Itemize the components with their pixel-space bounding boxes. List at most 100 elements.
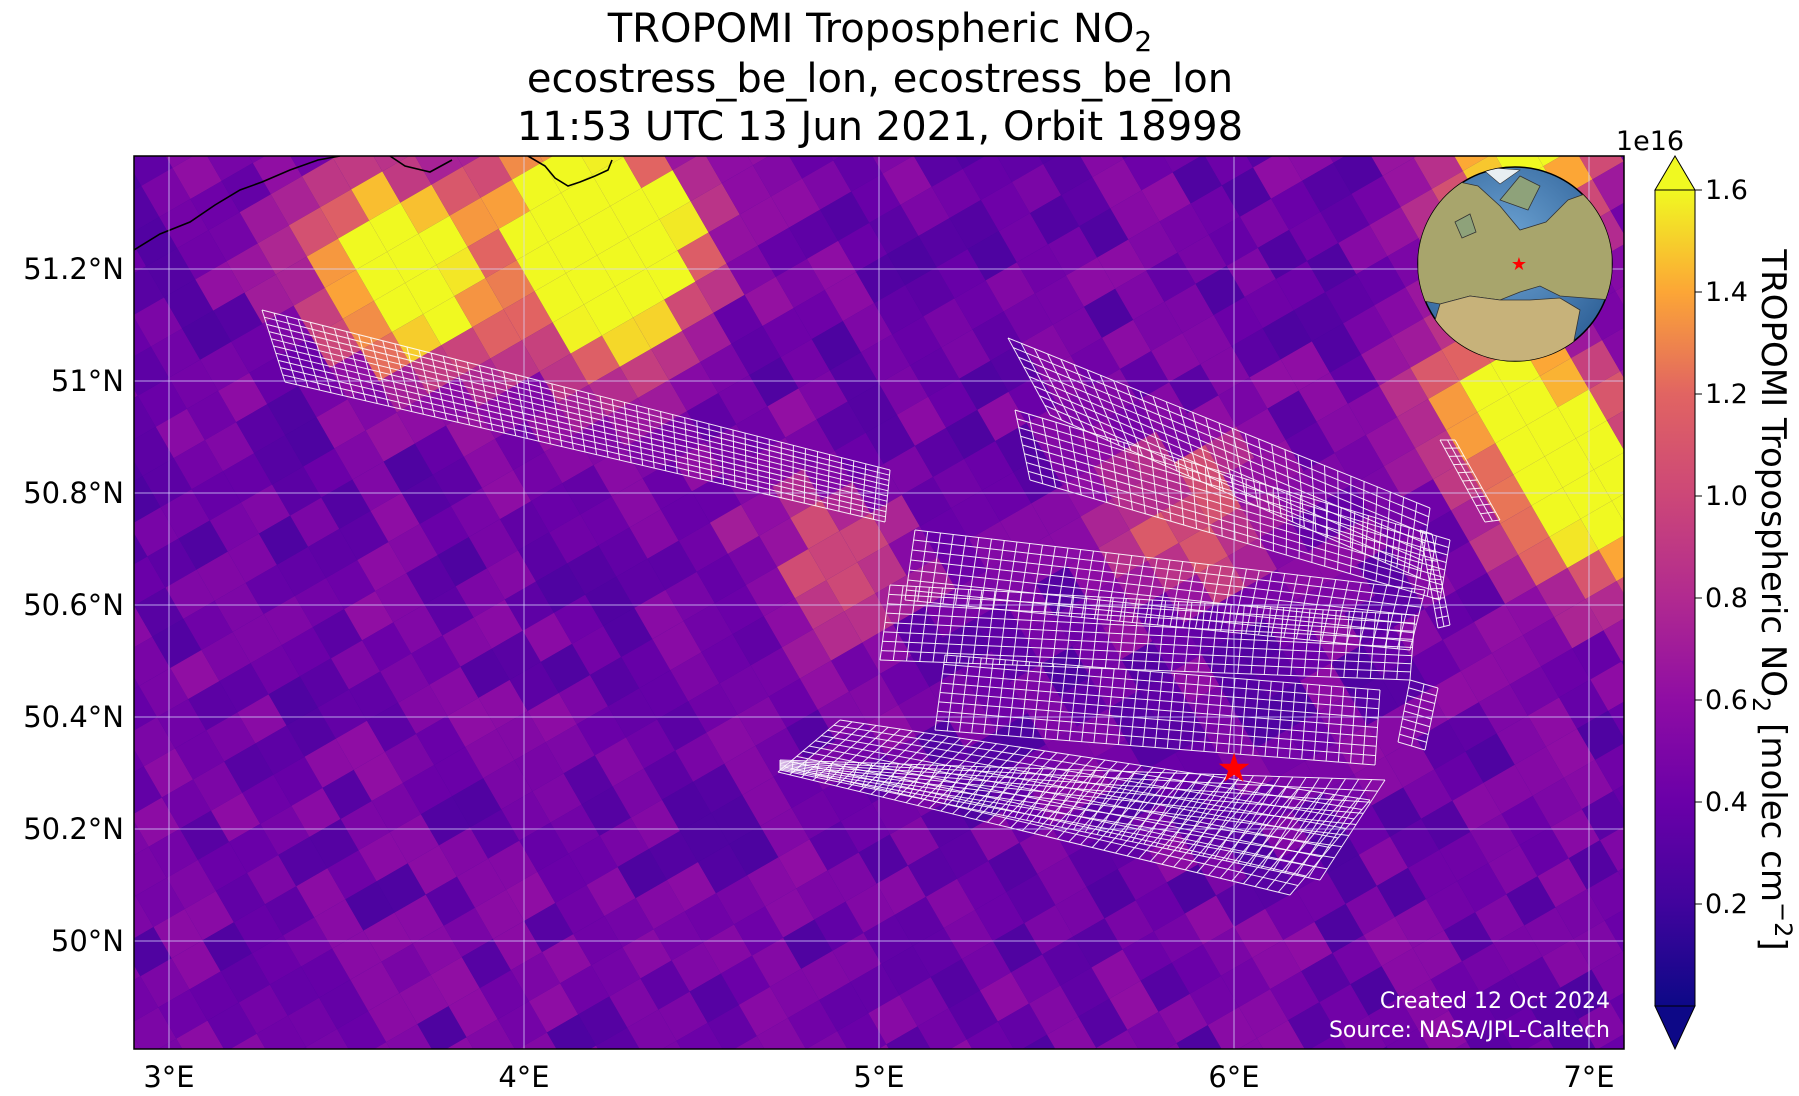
no2-pixel bbox=[206, 712, 256, 762]
no2-pixel bbox=[1586, 871, 1624, 921]
no2-pixel bbox=[932, 459, 983, 509]
no2-pixel bbox=[281, 627, 331, 677]
no2-pixel bbox=[1345, 885, 1395, 936]
no2-pixel bbox=[394, 894, 444, 944]
no2-pixel bbox=[1177, 234, 1227, 284]
no2-pixel bbox=[173, 440, 223, 490]
y-tick-label: 50.6°N bbox=[23, 588, 124, 622]
no2-pixel bbox=[164, 279, 214, 329]
no2-pixel bbox=[407, 845, 457, 895]
no2-pixel bbox=[796, 870, 846, 920]
no2-pixel bbox=[1220, 957, 1271, 1008]
no2-pixel bbox=[1285, 421, 1335, 471]
no2-pixel bbox=[788, 209, 839, 259]
no2-pixel bbox=[814, 901, 864, 951]
no2-pixel bbox=[1483, 764, 1533, 814]
no2-pixel bbox=[427, 86, 476, 135]
no2-pixel bbox=[411, 635, 461, 685]
no2-pixel bbox=[134, 895, 154, 939]
no2-pixel bbox=[186, 101, 235, 150]
no2-pixel bbox=[611, 478, 661, 528]
no2-pixel bbox=[581, 156, 624, 175]
y-tick-label: 51°N bbox=[51, 364, 124, 398]
no2-pixel bbox=[1581, 791, 1624, 841]
no2-pixel bbox=[1334, 434, 1384, 485]
no2-pixel bbox=[1034, 275, 1085, 325]
no2-pixel bbox=[438, 827, 489, 877]
gridlines bbox=[134, 156, 1624, 1049]
no2-pixel bbox=[928, 378, 978, 428]
no2-pixel bbox=[583, 286, 634, 336]
no2-pixel bbox=[1176, 1025, 1222, 1049]
no2-pixel bbox=[1110, 190, 1160, 240]
no2-pixel bbox=[731, 325, 781, 376]
no2-pixel bbox=[1454, 156, 1490, 172]
no2-pixel bbox=[134, 685, 158, 731]
no2-pixel bbox=[1412, 156, 1418, 158]
no2-pixel bbox=[207, 1002, 257, 1049]
no2-pixel bbox=[1262, 310, 1312, 360]
no2-pixel bbox=[793, 1080, 842, 1096]
no2-pixel bbox=[946, 409, 996, 460]
no2-pixel bbox=[373, 156, 410, 172]
no2-pixel bbox=[1084, 288, 1134, 338]
no2-pixel bbox=[213, 292, 263, 342]
no2-pixel bbox=[269, 966, 320, 1016]
no2-pixel bbox=[913, 156, 963, 187]
no2-pixel bbox=[431, 166, 481, 216]
footprint-strip-1 bbox=[1397, 679, 1439, 751]
no2-pixel bbox=[747, 857, 797, 907]
no2-pixel bbox=[1164, 283, 1214, 334]
no2-pixel bbox=[134, 346, 169, 396]
no2-pixel bbox=[1126, 721, 1176, 771]
no2-pixel bbox=[571, 625, 622, 676]
no2-pixel bbox=[188, 681, 238, 731]
footprint-scene-5 bbox=[879, 584, 1416, 681]
no2-pixel bbox=[146, 248, 196, 298]
no2-pixel bbox=[531, 483, 581, 533]
no2-pixel bbox=[452, 778, 502, 828]
no2-pixel bbox=[1298, 372, 1348, 422]
no2-pixel bbox=[1202, 926, 1253, 976]
no2-pixel bbox=[182, 310, 232, 360]
no2-pixel bbox=[941, 329, 991, 379]
no2-pixel bbox=[1239, 198, 1290, 248]
no2-pixel bbox=[563, 755, 613, 805]
no2-pixel bbox=[83, 1075, 132, 1096]
no2-pixel bbox=[357, 541, 407, 592]
no2-pixel bbox=[370, 492, 420, 542]
no2-pixel bbox=[539, 156, 554, 162]
no2-pixel bbox=[339, 510, 389, 560]
no2-pixel bbox=[319, 189, 370, 239]
created-date-text: Created 12 Oct 2024 bbox=[1380, 989, 1610, 1014]
no2-pixel bbox=[1166, 1043, 1181, 1049]
no2-pixel bbox=[833, 156, 883, 192]
no2-pixel bbox=[1266, 100, 1315, 149]
colorbar-tick-label: 1.6 bbox=[1705, 175, 1748, 206]
no2-pixel bbox=[1012, 163, 1062, 214]
no2-pixel bbox=[1153, 913, 1203, 963]
no2-pixel bbox=[630, 799, 680, 849]
no2-pixel bbox=[998, 213, 1049, 263]
no2-pixel bbox=[498, 210, 548, 261]
no2-pixel bbox=[521, 322, 571, 372]
no2-pixel bbox=[1477, 394, 1527, 444]
no2-pixel bbox=[257, 225, 307, 275]
no2-pixel bbox=[1458, 73, 1507, 122]
no2-pixel bbox=[1371, 156, 1414, 176]
no2-pixel bbox=[837, 1013, 887, 1049]
no2-pixel bbox=[134, 976, 159, 1022]
no2-pixel bbox=[721, 165, 771, 215]
no2-pixel bbox=[387, 233, 437, 283]
no2-pixel bbox=[305, 1028, 349, 1049]
no2-pixel bbox=[943, 910, 994, 960]
colorbar-tick-label: 1.0 bbox=[1705, 481, 1748, 512]
no2-pixel bbox=[460, 648, 510, 698]
no2-pixel bbox=[1473, 604, 1524, 654]
no2-pixel bbox=[696, 553, 746, 604]
no2-pixel bbox=[749, 357, 799, 407]
no2-pixel bbox=[1394, 899, 1445, 949]
no2-pixel bbox=[506, 871, 556, 921]
map-frame bbox=[133, 155, 1625, 1050]
no2-pixel bbox=[560, 965, 610, 1015]
